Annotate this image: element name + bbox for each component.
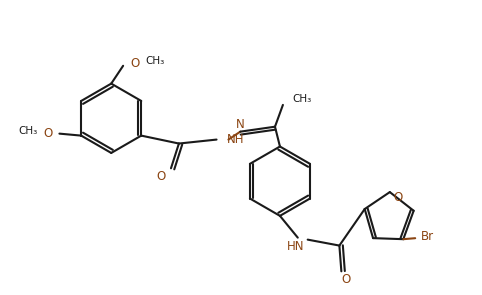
Text: CH₃: CH₃ [293, 94, 312, 104]
Text: CH₃: CH₃ [18, 126, 38, 136]
Text: O: O [157, 170, 166, 183]
Text: Br: Br [421, 230, 434, 243]
Text: O: O [393, 191, 402, 204]
Text: HN: HN [287, 240, 305, 253]
Text: O: O [43, 127, 53, 140]
Text: O: O [130, 57, 139, 70]
Text: N: N [236, 118, 245, 131]
Text: CH₃: CH₃ [145, 56, 164, 66]
Text: NH: NH [227, 133, 244, 146]
Text: O: O [342, 273, 351, 286]
